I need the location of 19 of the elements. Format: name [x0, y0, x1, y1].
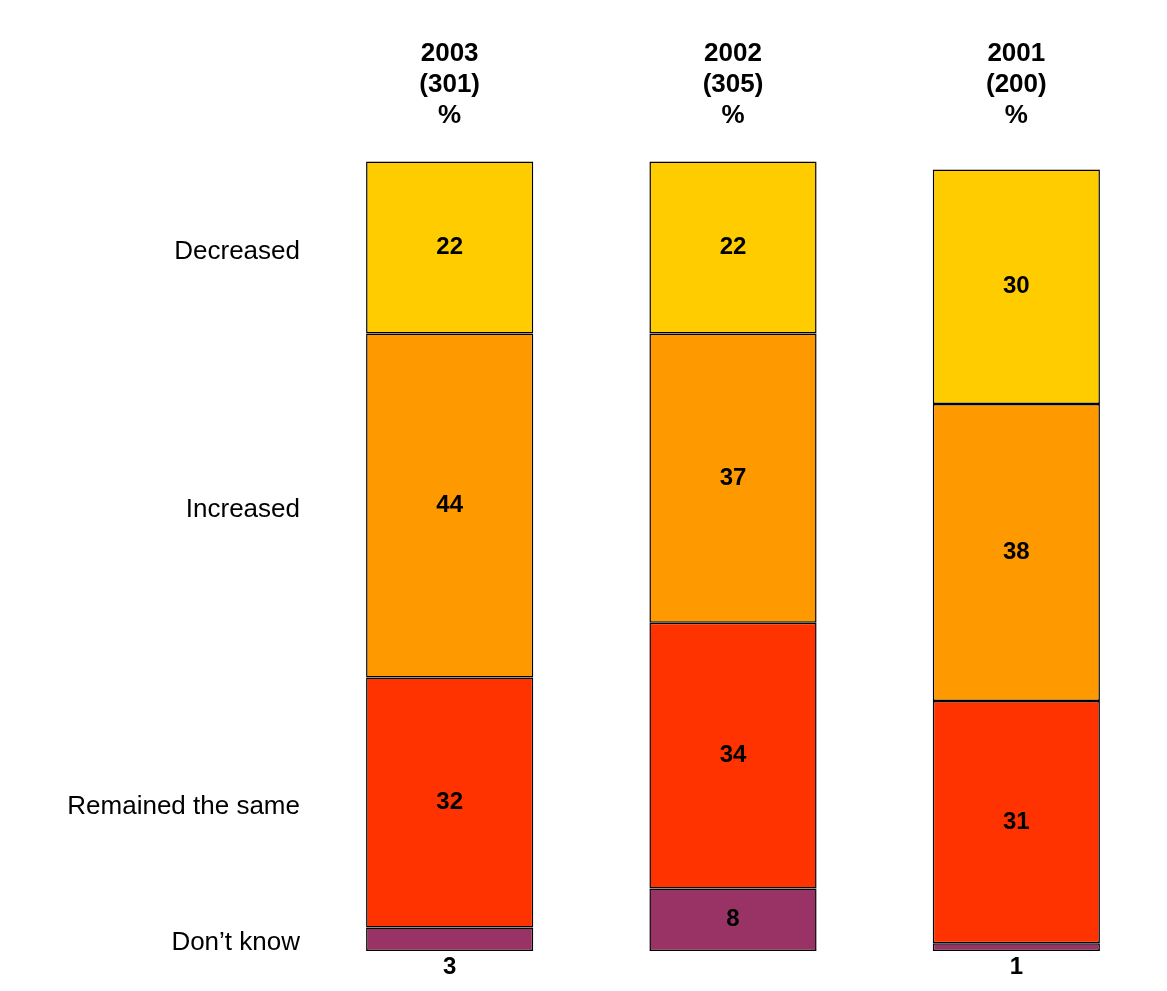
- data-label: 8: [726, 904, 740, 932]
- data-label: 1: [1009, 951, 1024, 979]
- text: Remained the same: [67, 789, 300, 820]
- data-label: 38: [1002, 537, 1030, 565]
- text: Increased: [185, 492, 300, 523]
- text: Decreased: [174, 234, 300, 265]
- data-label: 34: [719, 740, 747, 768]
- data-label: 22: [719, 232, 747, 260]
- data-label: 44: [436, 490, 464, 518]
- x-tick-label: 2002 (305) %: [702, 36, 764, 130]
- text: Don’t know: [171, 926, 301, 957]
- data-label: 22: [436, 232, 464, 260]
- data-label: 3: [442, 951, 457, 979]
- x-tick-label: 2001 (200) %: [985, 36, 1047, 130]
- x-tick-label: 2003 (301) %: [419, 36, 481, 130]
- data-label: 32: [436, 787, 464, 815]
- data-label: 37: [719, 462, 747, 490]
- data-label: 31: [1002, 806, 1030, 834]
- data-label: 30: [1002, 271, 1030, 299]
